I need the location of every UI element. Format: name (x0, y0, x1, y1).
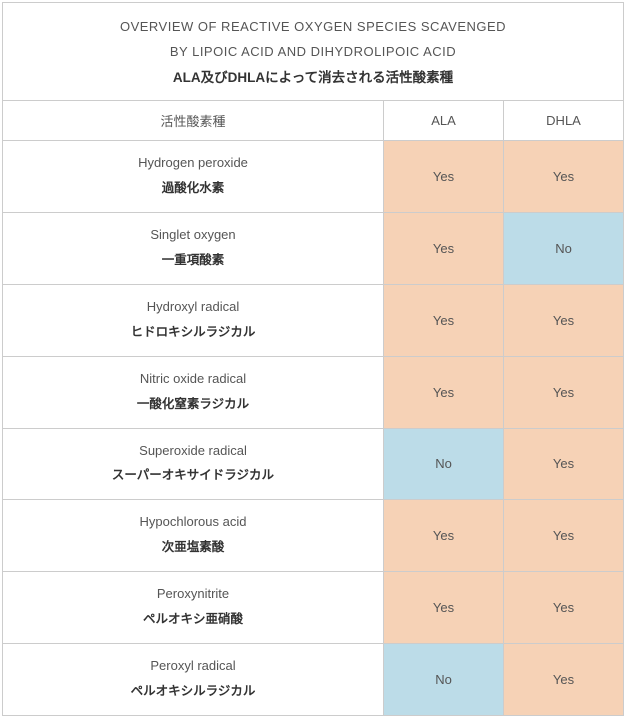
species-ja: 一酸化窒素ラジカル (9, 394, 377, 414)
title-row: OVERVIEW OF REACTIVE OXYGEN SPECIES SCAV… (3, 3, 624, 101)
species-en: Peroxyl radical (9, 656, 377, 677)
table-row: Hydrogen peroxide 過酸化水素 YesYes (3, 141, 624, 213)
title-ja: ALA及びDHLAによって消去される活性酸素種 (11, 66, 615, 86)
ros-table: OVERVIEW OF REACTIVE OXYGEN SPECIES SCAV… (2, 2, 624, 716)
species-cell: Peroxynitrite ペルオキシ亜硝酸 (3, 572, 384, 644)
species-ja: ヒドロキシルラジカル (9, 322, 377, 342)
header-species: 活性酸素種 (3, 101, 384, 141)
species-cell: Singlet oxygen 一重項酸素 (3, 213, 384, 285)
species-ja: ペルオキシ亜硝酸 (9, 609, 377, 629)
table-row: Singlet oxygen 一重項酸素 YesNo (3, 213, 624, 285)
species-cell: Nitric oxide radical 一酸化窒素ラジカル (3, 356, 384, 428)
dhla-value: Yes (504, 141, 624, 213)
dhla-value: Yes (504, 284, 624, 356)
table-body: OVERVIEW OF REACTIVE OXYGEN SPECIES SCAV… (3, 3, 624, 716)
ala-value: No (384, 428, 504, 500)
table-row: Peroxynitrite ペルオキシ亜硝酸 YesYes (3, 572, 624, 644)
table-row: Hydroxyl radical ヒドロキシルラジカル YesYes (3, 284, 624, 356)
table-row: Hypochlorous acid 次亜塩素酸 YesYes (3, 500, 624, 572)
species-ja: ペルオキシルラジカル (9, 681, 377, 701)
dhla-value: Yes (504, 572, 624, 644)
header-ala: ALA (384, 101, 504, 141)
ala-value: Yes (384, 284, 504, 356)
species-ja: 過酸化水素 (9, 178, 377, 198)
dhla-value: Yes (504, 500, 624, 572)
table-row: Peroxyl radical ペルオキシルラジカル NoYes (3, 643, 624, 715)
species-cell: Hydroxyl radical ヒドロキシルラジカル (3, 284, 384, 356)
ala-value: Yes (384, 213, 504, 285)
species-en: Superoxide radical (9, 441, 377, 462)
species-en: Nitric oxide radical (9, 369, 377, 390)
header-row: 活性酸素種 ALA DHLA (3, 101, 624, 141)
species-ja: 一重項酸素 (9, 250, 377, 270)
species-en: Hydrogen peroxide (9, 153, 377, 174)
dhla-value: Yes (504, 356, 624, 428)
ala-value: Yes (384, 500, 504, 572)
species-ja: 次亜塩素酸 (9, 537, 377, 557)
species-en: Singlet oxygen (9, 225, 377, 246)
ala-value: Yes (384, 141, 504, 213)
ala-value: No (384, 643, 504, 715)
ala-value: Yes (384, 572, 504, 644)
species-cell: Peroxyl radical ペルオキシルラジカル (3, 643, 384, 715)
dhla-value: Yes (504, 643, 624, 715)
species-en: Hypochlorous acid (9, 512, 377, 533)
species-cell: Hydrogen peroxide 過酸化水素 (3, 141, 384, 213)
header-dhla: DHLA (504, 101, 624, 141)
species-cell: Superoxide radical スーパーオキサイドラジカル (3, 428, 384, 500)
table-row: Nitric oxide radical 一酸化窒素ラジカル YesYes (3, 356, 624, 428)
dhla-value: No (504, 213, 624, 285)
dhla-value: Yes (504, 428, 624, 500)
species-cell: Hypochlorous acid 次亜塩素酸 (3, 500, 384, 572)
species-en: Peroxynitrite (9, 584, 377, 605)
title-en-line1: OVERVIEW OF REACTIVE OXYGEN SPECIES SCAV… (11, 15, 615, 40)
species-en: Hydroxyl radical (9, 297, 377, 318)
title-cell: OVERVIEW OF REACTIVE OXYGEN SPECIES SCAV… (3, 3, 624, 101)
species-ja: スーパーオキサイドラジカル (9, 465, 377, 485)
ala-value: Yes (384, 356, 504, 428)
table-row: Superoxide radical スーパーオキサイドラジカル NoYes (3, 428, 624, 500)
title-en-line2: BY LIPOIC ACID AND DIHYDROLIPOIC ACID (11, 40, 615, 65)
